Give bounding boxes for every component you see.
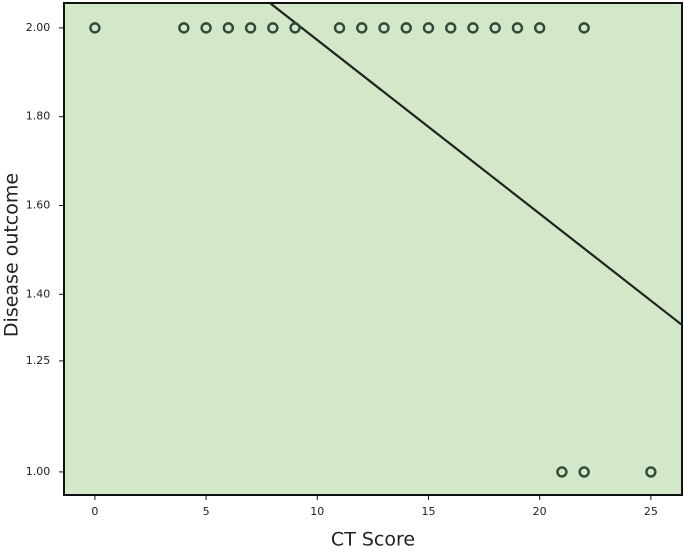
x-tick-label: 5 [203, 505, 210, 518]
point [333, 22, 346, 34]
y-tick-label: 1.80 [26, 110, 51, 123]
x-tick-label: 10 [310, 505, 324, 518]
point [356, 22, 368, 34]
x-tick-label: 25 [644, 505, 658, 518]
point [445, 22, 457, 34]
point [89, 22, 101, 34]
point [378, 22, 390, 34]
point [556, 466, 568, 478]
point [244, 22, 257, 34]
point [645, 466, 657, 478]
point [200, 22, 212, 34]
y-axis-title: Disease outcome [1, 173, 23, 337]
point [578, 466, 590, 478]
point [533, 22, 546, 34]
x-tick-label: 20 [533, 505, 547, 518]
plot-area [63, 2, 683, 496]
point [267, 22, 279, 34]
point [289, 22, 301, 34]
point [489, 22, 501, 34]
point [578, 22, 590, 34]
x-tick-label: 15 [421, 505, 435, 518]
x-axis-title: CT Score [331, 529, 415, 551]
point [222, 22, 235, 34]
point [400, 22, 412, 34]
x-tick-label: 0 [91, 505, 98, 518]
point [467, 22, 479, 34]
y-tick-label: 1.60 [26, 198, 51, 211]
y-tick-label: 1.25 [26, 354, 51, 367]
y-tick-label: 2.00 [26, 21, 51, 34]
point [422, 22, 435, 34]
point [178, 22, 190, 34]
y-tick-label: 1.00 [26, 465, 51, 478]
fit-line [269, 2, 683, 326]
y-tick-label: 1.40 [26, 287, 51, 300]
point [511, 22, 524, 34]
